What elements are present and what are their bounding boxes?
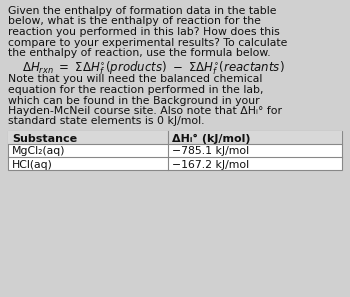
- Text: equation for the reaction performed in the lab,: equation for the reaction performed in t…: [8, 85, 264, 95]
- Text: Hayden-McNeil course site. Also note that ΔHᵢ° for: Hayden-McNeil course site. Also note tha…: [8, 106, 282, 116]
- Text: which can be found in the Background in your: which can be found in the Background in …: [8, 96, 260, 105]
- Text: the enthalpy of reaction, use the formula below.: the enthalpy of reaction, use the formul…: [8, 48, 271, 58]
- Text: HCl(aq): HCl(aq): [12, 159, 53, 170]
- Text: ΔHᵢ° (kJ/mol): ΔHᵢ° (kJ/mol): [172, 133, 251, 143]
- Bar: [8, 131, 342, 144]
- Text: standard state elements is 0 kJ/mol.: standard state elements is 0 kJ/mol.: [8, 116, 204, 127]
- Text: Substance: Substance: [12, 133, 77, 143]
- Text: Given the enthalpy of formation data in the table: Given the enthalpy of formation data in …: [8, 6, 276, 16]
- Text: Note that you will need the balanced chemical: Note that you will need the balanced che…: [8, 75, 262, 85]
- Text: −167.2 kJ/mol: −167.2 kJ/mol: [172, 159, 249, 170]
- Text: compare to your experimental results? To calculate: compare to your experimental results? To…: [8, 37, 287, 48]
- Text: $\Delta H_{rxn}\ =\ \Sigma\Delta H_f^{\circ}(products)\ -\ \Sigma\Delta H_f^{\ci: $\Delta H_{rxn}\ =\ \Sigma\Delta H_f^{\c…: [22, 59, 285, 77]
- Bar: [8, 131, 342, 170]
- Text: below, what is the enthalpy of reaction for the: below, what is the enthalpy of reaction …: [8, 17, 261, 26]
- Text: MgCl₂(aq): MgCl₂(aq): [12, 146, 65, 157]
- Text: reaction you performed in this lab? How does this: reaction you performed in this lab? How …: [8, 27, 280, 37]
- Text: −785.1 kJ/mol: −785.1 kJ/mol: [172, 146, 249, 157]
